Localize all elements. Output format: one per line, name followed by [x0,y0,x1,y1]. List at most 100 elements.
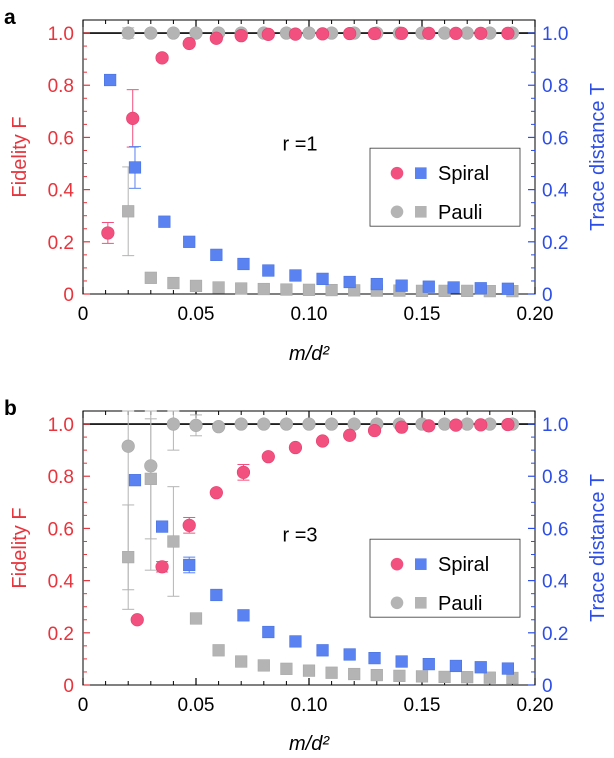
right-tick-label: 0.6 [542,519,568,540]
right-tick-label: 0.2 [542,233,568,254]
pauli-fidelity-point [257,417,271,431]
pauli-trace-point [461,284,474,297]
left-axis-title: Fidelity F [9,116,31,197]
spiral-trace-point [183,235,196,248]
pauli-trace-point [370,668,383,682]
spiral-fidelity-point [209,31,223,45]
spiral-fidelity-point [236,465,251,479]
pauli-trace-point [122,551,135,564]
spiral-fidelity-point [234,29,248,43]
spiral-trace-point [289,269,302,282]
x-tick-label: 0.15 [404,695,441,716]
spiral-fidelity-point [288,27,303,41]
pauli-fidelity-point [189,418,203,432]
right-axis-title: Trace distance T [587,83,609,231]
left-tick-label: 0.4 [48,572,75,593]
right-tick-label: 0 [542,285,553,306]
right-tick-label: 1.0 [542,415,568,436]
pauli-fidelity-point [212,420,226,434]
pauli-trace-point [348,667,361,681]
pauli-trace-point [189,279,203,293]
x-tick-label: 0.10 [291,304,328,325]
spiral-fidelity-point [288,440,303,455]
spiral-trace-point [128,474,142,487]
spiral-fidelity-point [182,518,196,532]
left-axis-title: Fidelity F [9,507,31,588]
pauli-fidelity-point [438,26,452,40]
pauli-fidelity-point [302,417,316,431]
spiral-fidelity-point [101,226,115,240]
spiral-trace-point [343,275,356,289]
spiral-trace-point [156,520,169,533]
left-tick-label: 0.2 [48,233,74,254]
spiral-trace-point [447,281,460,294]
pauli-trace-point [302,283,316,296]
legend-spiral-circle [390,557,404,571]
spiral-fidelity-point [449,418,463,432]
x-tick-label: 0.05 [178,304,215,325]
pauli-fidelity-point [144,26,158,40]
legend-pauli-circle [390,596,404,610]
pauli-trace-point [438,670,451,684]
left-tick-label: 0 [63,285,74,306]
left-tick-label: 0.4 [48,181,75,202]
spiral-fidelity-point [261,27,275,41]
spiral-fidelity-point [343,26,357,41]
pauli-fidelity-point [325,417,339,431]
pauli-trace-point [461,671,474,684]
right-tick-label: 0 [542,676,553,697]
spiral-fidelity-point [422,26,436,40]
spiral-trace-point [422,658,435,671]
spiral-trace-point [343,648,356,661]
left-tick-label: 1.0 [48,415,74,436]
spiral-trace-point [210,248,223,261]
pauli-trace-point [257,659,270,672]
left-tick-label: 0.2 [48,624,74,645]
pauli-trace-point [212,281,225,294]
left-tick-label: 1.0 [48,24,74,45]
r-annotation: r =1 [282,133,317,155]
panel-a: 0 00.2 0.20.4 0.40.6 0.60.8 0.81.0 1.00 0.05 0.1… [4,6,609,365]
spiral-fidelity-point [130,613,144,627]
spiral-trace-point [395,279,408,292]
pauli-fidelity-point [166,417,180,431]
pauli-trace-point [167,535,180,548]
pauli-trace-point [235,282,248,295]
legend-label-pauli: Pauli [438,593,482,615]
spiral-trace-point [368,652,381,665]
spiral-trace-point [128,161,142,174]
x-tick-label: 0.05 [178,695,215,716]
legend-label-spiral: Spiral [438,163,489,185]
pauli-trace-point [325,666,338,679]
spiral-fidelity-point [474,26,488,40]
x-axis-title: m/d² [289,733,330,755]
r-annotation: r =3 [282,524,317,546]
pauli-trace-point [302,664,316,677]
spiral-fidelity-point [474,418,488,432]
pauli-trace-point [325,283,338,297]
spiral-trace-point [262,264,275,277]
right-tick-label: 0.6 [542,128,568,149]
right-tick-label: 0.4 [542,572,569,593]
left-tick-label: 0.8 [48,467,74,488]
spiral-fidelity-point [261,450,275,464]
legend-box [369,538,521,618]
spiral-trace-point [474,282,487,295]
spiral-trace-point [501,662,514,675]
pauli-trace-point [189,612,203,625]
spiral-trace-point [183,558,196,572]
pauli-trace-point [122,205,135,218]
spiral-trace-point [262,625,275,639]
spiral-fidelity-point [395,26,409,40]
spiral-trace-point [370,277,383,291]
right-tick-label: 0.2 [542,624,568,645]
panel-b: 0 00.2 0.20.4 0.40.6 0.60.8 0.81.0 1.00 0.05 0.1… [4,397,609,755]
spiral-trace-point [501,282,514,295]
spiral-fidelity-point [367,423,382,438]
legend: Spiral Pauli [369,147,521,227]
pauli-fidelity-point [460,417,474,431]
spiral-fidelity-point [449,26,463,40]
pauli-fidelity-point [121,26,135,40]
right-tick-label: 0.8 [542,76,568,97]
spiral-fidelity-point [315,434,330,448]
